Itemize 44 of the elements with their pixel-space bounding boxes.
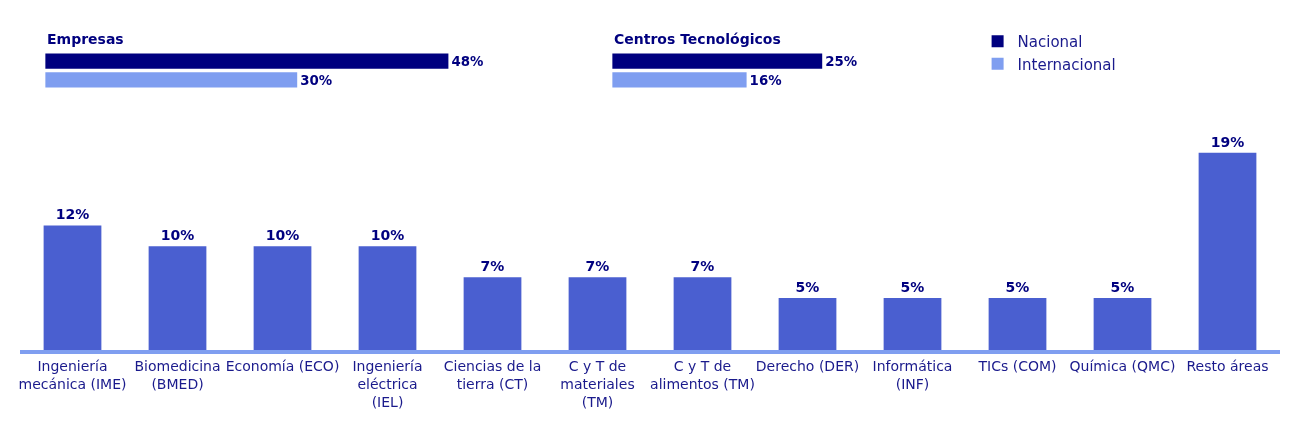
data-label: 10% xyxy=(370,227,405,244)
bar xyxy=(1093,298,1152,350)
bar xyxy=(883,298,942,350)
x-tick-label: Ciencias de la tierra (CT) xyxy=(443,357,542,392)
x-tick-label: Resto áreas xyxy=(1186,357,1269,374)
x-tick-label: Ingeniería mecánica (IME) xyxy=(18,357,127,392)
x-tick-label: Economía (ECO) xyxy=(225,357,340,374)
data-label: 7% xyxy=(480,258,505,275)
data-label: 19% xyxy=(1210,133,1245,150)
bar xyxy=(673,277,732,350)
bar xyxy=(1198,152,1257,350)
bar xyxy=(988,298,1047,350)
data-label: 10% xyxy=(265,227,300,244)
x-tick-label: Informática (INF) xyxy=(872,357,953,392)
data-label: 7% xyxy=(585,258,610,275)
data-label: 12% xyxy=(55,206,90,223)
x-tick-label: C y T de alimentos (TM) xyxy=(650,357,755,392)
bar xyxy=(148,246,207,350)
data-label: 5% xyxy=(795,279,820,296)
x-tick-label: Biomedicina (BMED) xyxy=(134,357,221,392)
chart-title: Empresas xyxy=(47,31,124,47)
bar xyxy=(568,277,627,350)
x-tick-label: C y T de materiales (TM) xyxy=(560,357,635,411)
x-tick-label: Química (QMC) xyxy=(1069,357,1176,374)
bar xyxy=(463,277,522,350)
data-label: 5% xyxy=(1005,279,1030,296)
x-tick-label: Ingeniería eléctrica (IEL) xyxy=(352,357,423,411)
bar xyxy=(778,298,837,350)
legend-label: Nacional xyxy=(1017,33,1083,52)
chart-title: Centros Tecnológicos xyxy=(614,31,781,47)
bar xyxy=(358,246,417,350)
data-label: 5% xyxy=(1110,279,1135,296)
bar xyxy=(253,246,312,350)
data-label: 48% xyxy=(451,53,484,69)
data-label: 25% xyxy=(825,53,858,69)
x-tick-label: Derecho (DER) xyxy=(755,357,860,374)
x-tick-label: TICs (COM) xyxy=(977,357,1057,374)
legend-label: Internacional xyxy=(1017,55,1116,74)
data-label: 10% xyxy=(160,227,195,244)
data-label: 7% xyxy=(690,258,715,275)
data-label: 16% xyxy=(749,72,782,88)
bar xyxy=(43,225,102,350)
data-label: 30% xyxy=(300,72,333,88)
data-label: 5% xyxy=(900,279,925,296)
